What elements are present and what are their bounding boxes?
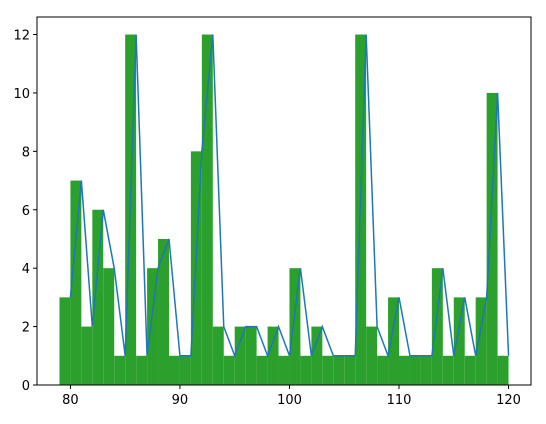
bar bbox=[475, 297, 487, 385]
bar bbox=[190, 151, 202, 385]
bar bbox=[103, 268, 115, 385]
y-tick-label: 0 bbox=[22, 379, 30, 394]
x-tick-label: 110 bbox=[387, 393, 412, 408]
bar bbox=[344, 355, 356, 385]
plot-frame bbox=[36, 16, 532, 386]
x-tick-label: 120 bbox=[496, 393, 521, 408]
bar bbox=[223, 355, 235, 385]
bar bbox=[388, 297, 400, 385]
bar bbox=[256, 355, 268, 385]
bar bbox=[267, 326, 279, 385]
bar bbox=[81, 326, 93, 385]
bar bbox=[158, 238, 169, 385]
bar bbox=[136, 355, 148, 385]
y-tick-label: 8 bbox=[22, 145, 30, 160]
bar bbox=[399, 355, 410, 385]
bar bbox=[300, 355, 312, 385]
bar bbox=[366, 326, 378, 385]
bar bbox=[168, 355, 180, 385]
bar bbox=[212, 326, 224, 385]
bar bbox=[70, 180, 82, 385]
bar bbox=[201, 34, 213, 386]
bar bbox=[431, 268, 443, 385]
bar bbox=[377, 355, 389, 385]
y-tick-label: 10 bbox=[13, 87, 30, 102]
y-tick-label: 6 bbox=[22, 204, 30, 219]
x-tick-label: 100 bbox=[277, 393, 302, 408]
bar bbox=[245, 326, 257, 385]
bar bbox=[311, 326, 323, 385]
bar bbox=[59, 297, 71, 385]
bar bbox=[464, 355, 476, 385]
bar bbox=[333, 355, 345, 385]
bar bbox=[114, 355, 126, 385]
bar bbox=[453, 297, 465, 385]
bar bbox=[92, 209, 104, 385]
bar bbox=[497, 355, 509, 385]
bar bbox=[486, 92, 498, 385]
bar bbox=[234, 326, 246, 385]
y-tick-label: 12 bbox=[13, 29, 30, 44]
bar bbox=[322, 355, 334, 385]
x-tick-label: 90 bbox=[172, 393, 189, 408]
bar bbox=[147, 268, 159, 385]
bar bbox=[179, 355, 191, 385]
bar bbox=[420, 355, 432, 385]
bar bbox=[442, 355, 454, 385]
y-tick-label: 4 bbox=[22, 262, 30, 277]
line bbox=[69, 34, 510, 359]
bar bbox=[409, 355, 421, 385]
y-tick-label: 2 bbox=[22, 321, 30, 336]
x-tick-label: 80 bbox=[62, 393, 79, 408]
bar bbox=[278, 355, 290, 385]
bar bbox=[289, 268, 301, 385]
